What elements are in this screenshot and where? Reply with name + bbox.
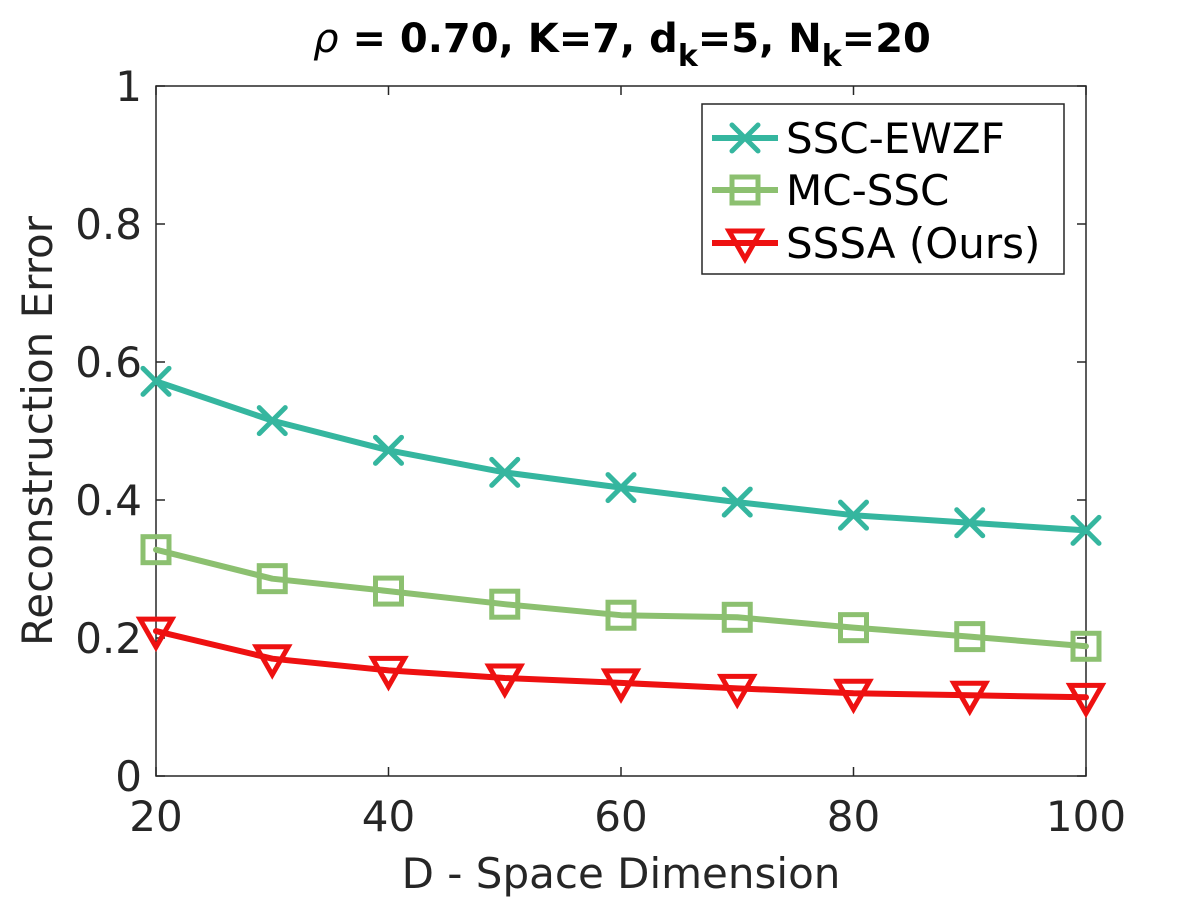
marker-square bbox=[721, 601, 753, 633]
marker-square bbox=[954, 621, 986, 653]
tick-labels: 20 40 60 80 100 0 0.2 0.4 0.6 0.8 1 bbox=[75, 62, 1126, 841]
y-tick-label: 1 bbox=[115, 62, 142, 111]
x-tick-label: 60 bbox=[594, 792, 647, 841]
title-part-3: =20 bbox=[842, 16, 931, 62]
marker-x bbox=[489, 456, 521, 488]
y-tick-label: 0 bbox=[115, 752, 142, 801]
legend-item: SSC-EWZF bbox=[712, 114, 1005, 163]
series-ssc-ewzf bbox=[140, 365, 1102, 546]
marker-triangle-down bbox=[251, 644, 293, 680]
legend-item: MC-SSC bbox=[712, 166, 949, 215]
series-layer bbox=[135, 365, 1107, 719]
marker-triangle-down bbox=[368, 655, 409, 692]
marker-triangle-down bbox=[135, 616, 177, 653]
marker-square bbox=[140, 534, 172, 566]
legend-item: SSSA (Ours) bbox=[712, 219, 1040, 268]
series-line bbox=[153, 546, 1089, 650]
marker-triangle-down bbox=[724, 228, 766, 265]
title-sub-1: k bbox=[678, 39, 699, 74]
marker-square bbox=[256, 563, 288, 595]
marker-x bbox=[256, 405, 288, 437]
marker-x bbox=[1070, 514, 1102, 546]
x-tick-label: 80 bbox=[827, 792, 880, 841]
marker-x bbox=[721, 486, 753, 518]
chart-title: ρ = 0.70, K=7, dk=5, Nk=20 bbox=[313, 16, 931, 74]
legend-label: SSSA (Ours) bbox=[786, 219, 1040, 268]
marker-square bbox=[1070, 630, 1102, 662]
axis-ticks bbox=[155, 85, 1087, 777]
marker-x bbox=[140, 365, 172, 397]
y-tick-label: 0.6 bbox=[75, 338, 142, 387]
series-line bbox=[153, 628, 1089, 701]
x-tick-label: 100 bbox=[1046, 792, 1126, 841]
marker-triangle-down bbox=[949, 680, 991, 717]
marker-x bbox=[605, 472, 637, 504]
marker-x bbox=[838, 499, 869, 531]
title-rho: ρ bbox=[313, 16, 338, 62]
marker-x bbox=[373, 434, 404, 466]
legend-label: MC-SSC bbox=[786, 166, 949, 215]
series-mc-ssc bbox=[140, 534, 1102, 662]
y-tick-label: 0.4 bbox=[75, 476, 142, 525]
marker-square bbox=[838, 612, 869, 644]
marker-square bbox=[489, 588, 521, 620]
series-sssa-ours bbox=[135, 616, 1107, 719]
marker-x bbox=[729, 122, 761, 154]
x-tick-label: 20 bbox=[129, 792, 182, 841]
marker-triangle-down bbox=[1065, 682, 1107, 719]
y-tick-label: 0.8 bbox=[75, 200, 142, 249]
legend-label: SSC-EWZF bbox=[786, 114, 1005, 163]
title-part-1: = 0.70, K=7, d bbox=[339, 16, 678, 62]
x-axis-title: D - Space Dimension bbox=[402, 849, 841, 898]
x-tick-label: 40 bbox=[362, 792, 415, 841]
y-tick-label: 0.2 bbox=[75, 614, 142, 663]
title-sub-2: k bbox=[822, 39, 843, 74]
marker-triangle-down bbox=[833, 678, 874, 715]
y-axis-title: Reconstruction Error bbox=[13, 215, 62, 646]
marker-x bbox=[954, 507, 986, 539]
marker-square bbox=[605, 599, 637, 631]
marker-triangle-down bbox=[716, 673, 758, 710]
marker-triangle-down bbox=[600, 668, 642, 704]
marker-square bbox=[729, 174, 761, 206]
title-part-2: =5, N bbox=[698, 16, 822, 62]
marker-square bbox=[373, 575, 404, 607]
marker-triangle-down bbox=[484, 663, 526, 700]
